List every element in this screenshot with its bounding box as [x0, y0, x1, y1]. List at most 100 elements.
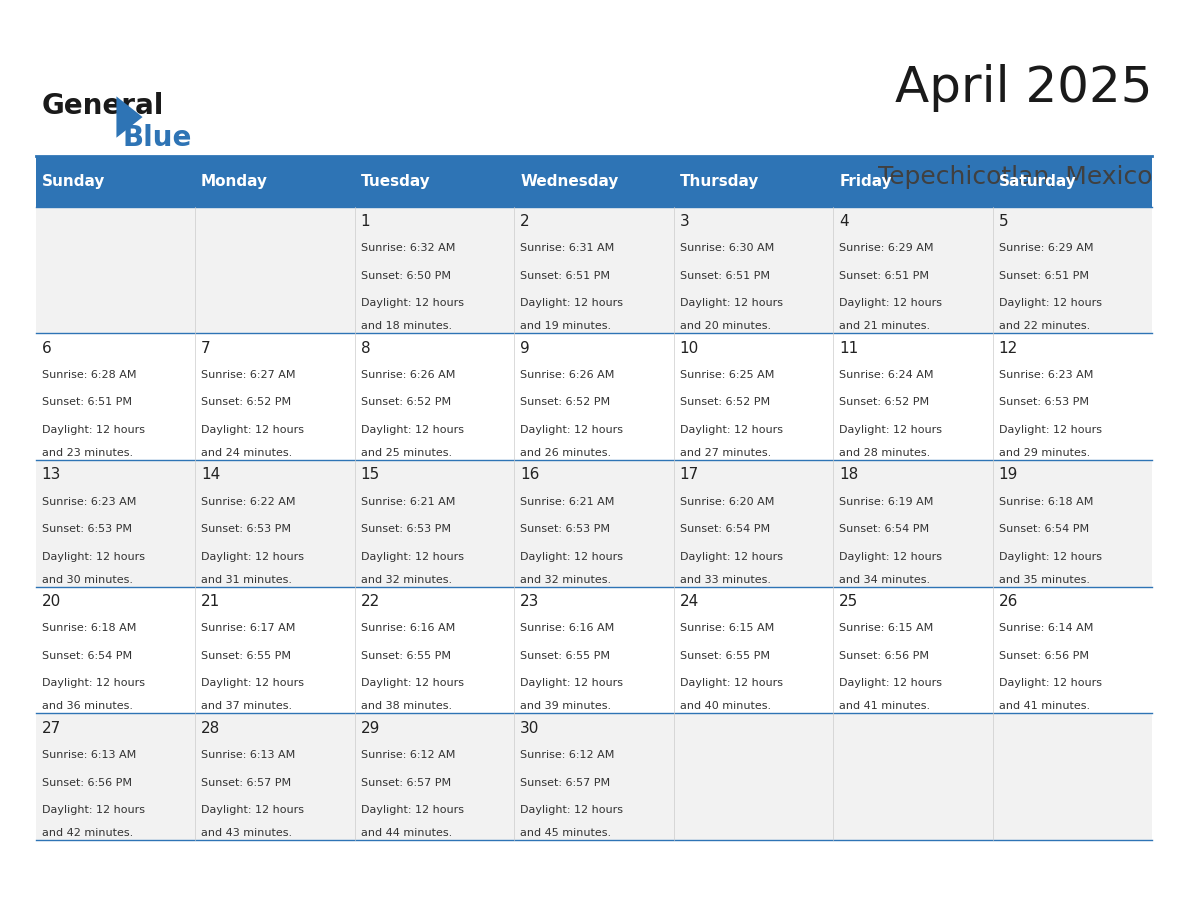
Text: Sunrise: 6:17 AM: Sunrise: 6:17 AM [201, 623, 296, 633]
Bar [36, 207, 195, 333]
Bar [993, 587, 1152, 713]
Text: Daylight: 12 hours: Daylight: 12 hours [520, 678, 624, 688]
Text: Sunset: 6:54 PM: Sunset: 6:54 PM [42, 651, 132, 661]
Text: 21: 21 [201, 594, 220, 609]
Text: Daylight: 12 hours: Daylight: 12 hours [42, 425, 145, 435]
Bar [993, 713, 1152, 840]
Text: Sunset: 6:55 PM: Sunset: 6:55 PM [680, 651, 770, 661]
Text: Sunset: 6:57 PM: Sunset: 6:57 PM [201, 778, 291, 788]
Text: and 40 minutes.: and 40 minutes. [680, 701, 771, 711]
Text: 30: 30 [520, 721, 539, 735]
Bar [195, 333, 355, 460]
Bar [674, 156, 833, 207]
Bar [514, 156, 674, 207]
Text: Daylight: 12 hours: Daylight: 12 hours [839, 552, 942, 562]
Text: Sunrise: 6:30 AM: Sunrise: 6:30 AM [680, 243, 773, 253]
Text: Sunset: 6:51 PM: Sunset: 6:51 PM [520, 271, 611, 281]
Text: Blue: Blue [122, 124, 191, 152]
Text: 20: 20 [42, 594, 61, 609]
Text: 16: 16 [520, 467, 539, 482]
Text: Sunset: 6:57 PM: Sunset: 6:57 PM [361, 778, 450, 788]
Text: and 26 minutes.: and 26 minutes. [520, 448, 612, 458]
Text: 7: 7 [201, 341, 210, 355]
Text: and 39 minutes.: and 39 minutes. [520, 701, 612, 711]
Bar [674, 713, 833, 840]
Bar [195, 587, 355, 713]
Bar [833, 333, 993, 460]
Text: and 29 minutes.: and 29 minutes. [999, 448, 1091, 458]
Text: Daylight: 12 hours: Daylight: 12 hours [201, 805, 304, 815]
Bar [195, 460, 355, 587]
Text: Daylight: 12 hours: Daylight: 12 hours [520, 298, 624, 308]
Text: Monday: Monday [201, 174, 268, 189]
Text: Sunset: 6:55 PM: Sunset: 6:55 PM [201, 651, 291, 661]
Bar [355, 713, 514, 840]
Text: General: General [42, 92, 164, 120]
Bar [674, 333, 833, 460]
Text: and 27 minutes.: and 27 minutes. [680, 448, 771, 458]
Text: 19: 19 [999, 467, 1018, 482]
Text: 13: 13 [42, 467, 61, 482]
Text: Daylight: 12 hours: Daylight: 12 hours [361, 678, 463, 688]
Text: and 28 minutes.: and 28 minutes. [839, 448, 930, 458]
Bar [674, 207, 833, 333]
Bar [36, 460, 195, 587]
Text: 18: 18 [839, 467, 859, 482]
Text: Sunrise: 6:29 AM: Sunrise: 6:29 AM [839, 243, 934, 253]
Text: Daylight: 12 hours: Daylight: 12 hours [999, 425, 1101, 435]
Text: Daylight: 12 hours: Daylight: 12 hours [680, 678, 783, 688]
Text: Sunset: 6:56 PM: Sunset: 6:56 PM [999, 651, 1088, 661]
Text: Daylight: 12 hours: Daylight: 12 hours [361, 298, 463, 308]
Text: Daylight: 12 hours: Daylight: 12 hours [839, 678, 942, 688]
Text: 4: 4 [839, 214, 849, 229]
Text: Daylight: 12 hours: Daylight: 12 hours [999, 678, 1101, 688]
Text: and 25 minutes.: and 25 minutes. [361, 448, 451, 458]
Text: 2: 2 [520, 214, 530, 229]
Text: and 32 minutes.: and 32 minutes. [520, 575, 612, 585]
Text: Sunset: 6:53 PM: Sunset: 6:53 PM [999, 397, 1088, 408]
Text: Sunrise: 6:32 AM: Sunrise: 6:32 AM [361, 243, 455, 253]
Text: Sunrise: 6:18 AM: Sunrise: 6:18 AM [999, 497, 1093, 507]
Text: and 45 minutes.: and 45 minutes. [520, 828, 612, 838]
Text: and 32 minutes.: and 32 minutes. [361, 575, 451, 585]
Text: Sunrise: 6:13 AM: Sunrise: 6:13 AM [42, 750, 135, 760]
Text: Sunset: 6:53 PM: Sunset: 6:53 PM [201, 524, 291, 534]
Text: 27: 27 [42, 721, 61, 735]
Text: Daylight: 12 hours: Daylight: 12 hours [520, 805, 624, 815]
Text: Sunset: 6:51 PM: Sunset: 6:51 PM [839, 271, 929, 281]
Text: Sunset: 6:54 PM: Sunset: 6:54 PM [999, 524, 1089, 534]
Text: Sunrise: 6:31 AM: Sunrise: 6:31 AM [520, 243, 614, 253]
Text: and 41 minutes.: and 41 minutes. [999, 701, 1089, 711]
Text: Sunrise: 6:22 AM: Sunrise: 6:22 AM [201, 497, 296, 507]
Text: and 41 minutes.: and 41 minutes. [839, 701, 930, 711]
Text: 14: 14 [201, 467, 220, 482]
Bar [36, 156, 195, 207]
Bar [36, 333, 195, 460]
Text: Sunset: 6:52 PM: Sunset: 6:52 PM [680, 397, 770, 408]
Text: Sunrise: 6:29 AM: Sunrise: 6:29 AM [999, 243, 1093, 253]
Bar [36, 713, 195, 840]
Text: Sunday: Sunday [42, 174, 105, 189]
Bar [355, 587, 514, 713]
Bar [36, 587, 195, 713]
Text: Sunrise: 6:23 AM: Sunrise: 6:23 AM [999, 370, 1093, 380]
Text: Sunrise: 6:15 AM: Sunrise: 6:15 AM [680, 623, 773, 633]
Text: Daylight: 12 hours: Daylight: 12 hours [680, 552, 783, 562]
Text: and 42 minutes.: and 42 minutes. [42, 828, 133, 838]
Text: and 19 minutes.: and 19 minutes. [520, 321, 612, 331]
Bar [833, 156, 993, 207]
Text: Friday: Friday [839, 174, 892, 189]
Text: Sunset: 6:51 PM: Sunset: 6:51 PM [42, 397, 132, 408]
Bar [514, 207, 674, 333]
Text: 8: 8 [361, 341, 371, 355]
Text: and 24 minutes.: and 24 minutes. [201, 448, 292, 458]
Text: Daylight: 12 hours: Daylight: 12 hours [680, 425, 783, 435]
Text: Sunrise: 6:16 AM: Sunrise: 6:16 AM [520, 623, 614, 633]
Text: and 44 minutes.: and 44 minutes. [361, 828, 451, 838]
Text: Sunset: 6:51 PM: Sunset: 6:51 PM [680, 271, 770, 281]
Bar [514, 587, 674, 713]
Text: 10: 10 [680, 341, 699, 355]
Text: and 30 minutes.: and 30 minutes. [42, 575, 133, 585]
Bar [833, 460, 993, 587]
Text: and 23 minutes.: and 23 minutes. [42, 448, 133, 458]
